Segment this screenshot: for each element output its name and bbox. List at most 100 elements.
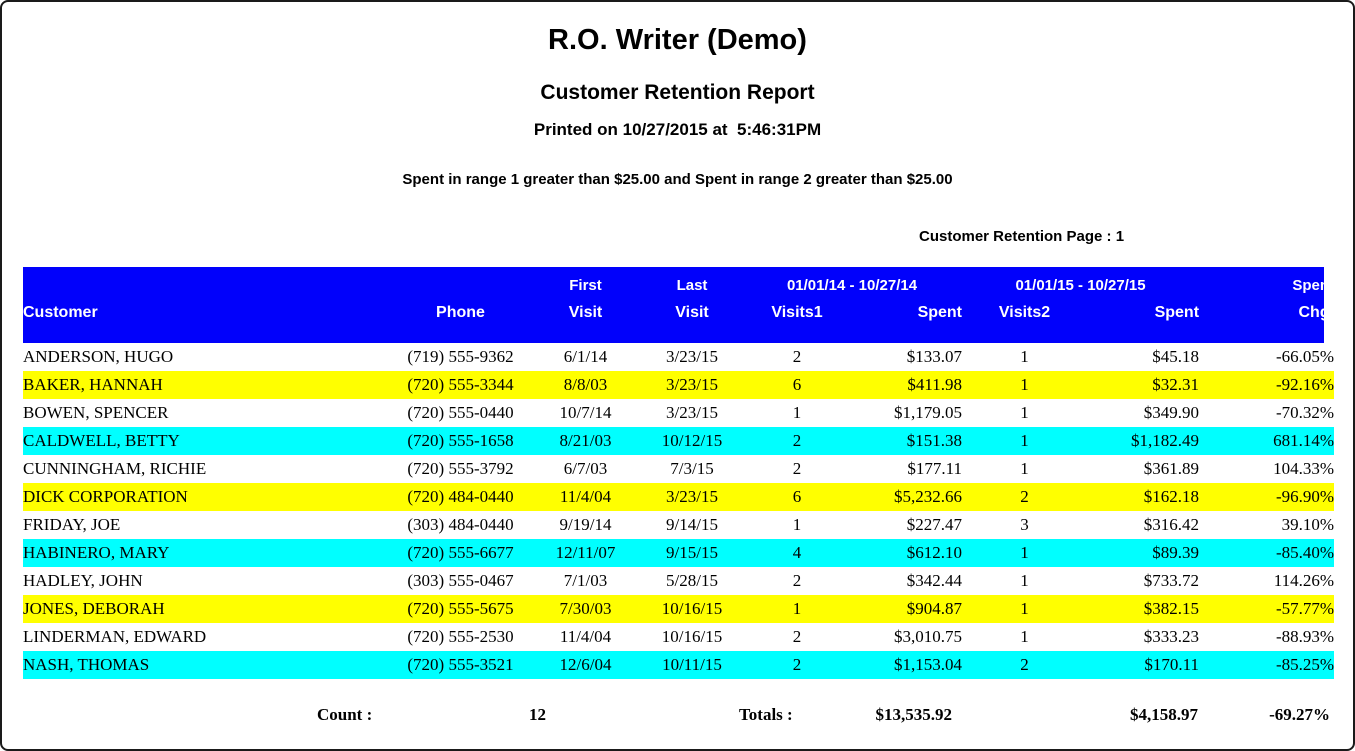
col-first-visit-line1: First xyxy=(529,267,642,303)
printed-timestamp: Printed on 10/27/2015 at 5:46:31PM xyxy=(533,120,822,139)
col-group-range1: 01/01/14 - 10/27/14 xyxy=(742,267,963,303)
customer-cell: LINDERMAN, EDWARD xyxy=(23,627,207,646)
phone-cell: (303) 555-0467 xyxy=(407,571,514,590)
first-visit-cell: 11/4/04 xyxy=(559,627,612,646)
spent2-cell: $89.39 xyxy=(1087,539,1200,567)
last-visit-cell: 10/16/15 xyxy=(642,595,742,623)
last-visit-cell: 3/23/15 xyxy=(666,403,718,422)
spent-chg-cell: -92.16% xyxy=(1199,371,1335,399)
col-last-visit-line1: Last xyxy=(642,267,742,303)
spent1-cell: $1,179.05 xyxy=(894,403,963,422)
customer-cell: BOWEN, SPENCER xyxy=(23,403,169,422)
table-row: CUNNINGHAM, RICHIE (720) 555-3792 6/7/03… xyxy=(23,455,1334,483)
visits1-cell: 2 xyxy=(792,627,802,646)
col-spent2: Spent xyxy=(1087,303,1200,343)
last-visit-cell: 3/23/15 xyxy=(666,347,718,366)
visits1-cell: 1 xyxy=(742,595,852,623)
report-filter-criteria: Spent in range 1 greater than $25.00 and… xyxy=(402,171,953,188)
phone-cell: (719) 555-9362 xyxy=(407,347,514,366)
spent-chg-cell: 104.33% xyxy=(1273,459,1335,478)
col-spent-chg-line1: Spent xyxy=(1199,267,1335,303)
customer-cell: BAKER, HANNAH xyxy=(23,371,392,399)
customer-cell: HADLEY, JOHN xyxy=(23,571,143,590)
app-title: R.O. Writer (Demo) xyxy=(548,24,807,56)
first-visit-cell: 8/8/03 xyxy=(529,371,642,399)
spent2-cell: $349.90 xyxy=(1143,403,1200,422)
spent-chg-cell: 39.10% xyxy=(1281,515,1335,534)
totals-label: Totals : xyxy=(739,705,793,724)
spent2-cell: $45.18 xyxy=(1152,347,1200,366)
spent2-cell: $733.72 xyxy=(1143,571,1200,590)
table-header: First Last 01/01/14 - 10/27/14 01/01/15 … xyxy=(23,267,1335,343)
table-row: CALDWELL, BETTY (720) 555-1658 8/21/03 1… xyxy=(23,427,1335,455)
spent-chg-cell: -85.25% xyxy=(1199,651,1335,679)
last-visit-cell: 10/11/15 xyxy=(642,651,742,679)
visits1-cell: 2 xyxy=(742,651,852,679)
spent2-cell: $333.23 xyxy=(1143,627,1200,646)
first-visit-cell: 12/11/07 xyxy=(529,539,642,567)
last-visit-cell: 3/23/15 xyxy=(642,371,742,399)
visits1-cell: 1 xyxy=(792,515,802,534)
customer-cell: ANDERSON, HUGO xyxy=(23,347,174,366)
last-visit-cell: 7/3/15 xyxy=(670,459,714,478)
total-spent-chg: -69.27% xyxy=(1269,705,1330,724)
total-spent1: $13,535.92 xyxy=(875,705,953,724)
last-visit-cell: 10/12/15 xyxy=(642,427,742,455)
visits2-cell: 1 xyxy=(962,371,1088,399)
first-visit-cell: 12/6/04 xyxy=(529,651,642,679)
visits2-cell: 1 xyxy=(1020,459,1029,478)
visits2-cell: 1 xyxy=(1020,571,1029,590)
first-visit-cell: 7/1/03 xyxy=(563,571,608,590)
last-visit-cell: 10/16/15 xyxy=(661,627,723,646)
spent-chg-cell: -88.93% xyxy=(1275,627,1335,646)
customer-cell: JONES, DEBORAH xyxy=(23,595,392,623)
phone-cell: (720) 555-0440 xyxy=(407,403,514,422)
first-visit-cell: 7/30/03 xyxy=(529,595,642,623)
visits2-cell: 1 xyxy=(962,595,1088,623)
col-visits1: Visits1 xyxy=(742,303,852,343)
spent1-cell: $411.98 xyxy=(852,371,963,399)
visits2-cell: 2 xyxy=(962,483,1088,511)
table-row: HADLEY, JOHN (303) 555-0467 7/1/03 5/28/… xyxy=(23,567,1334,595)
spent2-cell: $32.31 xyxy=(1087,371,1200,399)
phone-cell: (720) 484-0440 xyxy=(392,483,529,511)
total-spent2: $4,158.97 xyxy=(1130,705,1198,724)
col-phone: Phone xyxy=(392,303,529,343)
phone-cell: (720) 555-5675 xyxy=(392,595,529,623)
table-row: FRIDAY, JOE (303) 484-0440 9/19/14 9/14/… xyxy=(23,511,1334,539)
table-row: BAKER, HANNAH (720) 555-3344 8/8/03 3/23… xyxy=(23,371,1335,399)
visits2-cell: 1 xyxy=(1020,403,1029,422)
spent1-cell: $227.47 xyxy=(906,515,963,534)
count-label: Count : xyxy=(317,705,373,724)
visits1-cell: 2 xyxy=(792,459,802,478)
visits1-cell: 6 xyxy=(742,483,852,511)
table-row: JONES, DEBORAH (720) 555-5675 7/30/03 10… xyxy=(23,595,1335,623)
visits1-cell: 6 xyxy=(742,371,852,399)
spent-chg-cell: 681.14% xyxy=(1199,427,1335,455)
visits2-cell: 1 xyxy=(1020,627,1029,646)
table-row: HABINERO, MARY (720) 555-6677 12/11/07 9… xyxy=(23,539,1335,567)
customer-cell: HABINERO, MARY xyxy=(23,539,392,567)
customer-cell: CUNNINGHAM, RICHIE xyxy=(23,459,207,478)
table-row: NASH, THOMAS (720) 555-3521 12/6/04 10/1… xyxy=(23,651,1335,679)
customer-cell: CALDWELL, BETTY xyxy=(23,427,392,455)
col-last-visit-line2: Visit xyxy=(642,303,742,343)
visits1-cell: 2 xyxy=(742,427,852,455)
last-visit-cell: 3/23/15 xyxy=(642,483,742,511)
phone-cell: (720) 555-6677 xyxy=(392,539,529,567)
table-body: ANDERSON, HUGO (719) 555-9362 6/1/14 3/2… xyxy=(23,343,1335,679)
first-visit-cell: 6/7/03 xyxy=(563,459,608,478)
spent2-cell: $316.42 xyxy=(1143,515,1200,534)
totals-row: Count : 12 Totals : $13,535.92 $4,158.97… xyxy=(23,705,1334,735)
count-value: 12 xyxy=(529,705,546,724)
phone-cell: (720) 555-3344 xyxy=(392,371,529,399)
table-row: LINDERMAN, EDWARD (720) 555-2530 11/4/04… xyxy=(23,623,1334,651)
visits1-cell: 1 xyxy=(792,403,802,422)
spent2-cell: $361.89 xyxy=(1143,459,1200,478)
spent-chg-cell: 114.26% xyxy=(1273,571,1335,590)
first-visit-cell: 6/1/14 xyxy=(563,347,608,366)
visits1-cell: 4 xyxy=(742,539,852,567)
spent1-cell: $1,153.04 xyxy=(852,651,963,679)
spent-chg-cell: -96.90% xyxy=(1199,483,1335,511)
spent2-cell: $1,182.49 xyxy=(1087,427,1200,455)
